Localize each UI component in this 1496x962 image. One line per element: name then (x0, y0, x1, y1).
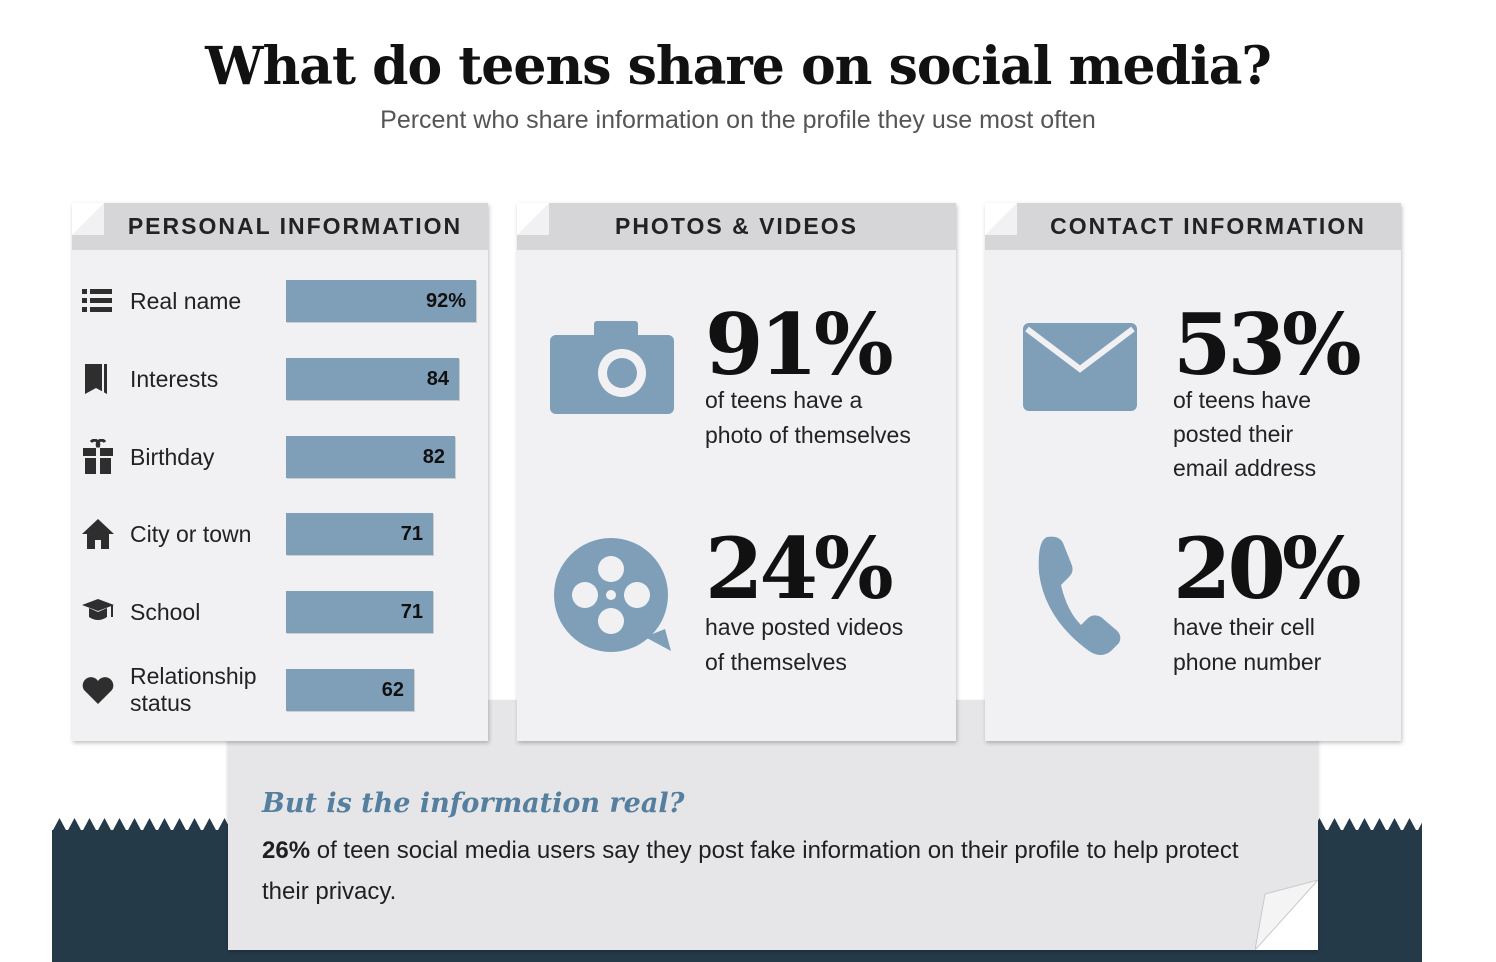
bar-row: Interests 84 (72, 349, 488, 409)
stat-value: 53% (1173, 295, 1362, 394)
personal-info-panel: PERSONAL INFORMATION Real name 92% Inter… (72, 203, 488, 741)
envelope-icon (1023, 323, 1137, 411)
book-icon (85, 364, 107, 394)
bar-label: Birthday (130, 443, 215, 470)
corner-fold (517, 203, 549, 235)
panel-heading-personal: PERSONAL INFORMATION (72, 203, 488, 250)
stat-value: 24% (705, 519, 894, 618)
bar-value-label: 71 (400, 601, 423, 623)
bar: 92% (286, 280, 476, 322)
stat-caption-line: phone number (1173, 649, 1322, 675)
note-highlight: 26% (262, 837, 311, 864)
bar-label: City or town (130, 520, 252, 547)
stat-caption-line: have posted videos (705, 614, 904, 640)
corner-fold (72, 203, 104, 235)
stat-caption-line: email address (1173, 455, 1317, 481)
corner-fold (985, 203, 1017, 235)
bar-value-label: 82 (422, 446, 445, 468)
gift-icon (83, 439, 113, 474)
page-curl (1255, 880, 1318, 950)
bar-value-label: 71 (400, 523, 423, 545)
stat-value: 20% (1173, 519, 1362, 618)
note-card (228, 700, 1318, 950)
stat-caption-line: posted their (1173, 421, 1294, 447)
bar: 82 (286, 436, 455, 478)
bar-row: City or town 71 (72, 504, 488, 564)
graduation-cap-icon (82, 599, 114, 620)
bar: 62 (286, 669, 414, 711)
bar-label: Relationship status (130, 663, 257, 716)
page-title: What do teens share on social media? (205, 36, 1272, 97)
stat-caption: of teens have a photo of themselves (705, 383, 911, 453)
heart-icon (82, 677, 114, 704)
stat-caption-line: of teens have (1173, 387, 1312, 413)
bar-row: Real name 92% (72, 271, 488, 331)
bar-label: Real name (130, 287, 242, 314)
contact-info-panel: CONTACT INFORMATION 53% of teens have po… (985, 203, 1401, 741)
stat-caption: have posted videos of themselves (705, 610, 903, 680)
bar-label: Interests (130, 365, 219, 392)
bar-row: Birthday 82 (72, 427, 488, 487)
stat-value: 91% (705, 295, 894, 394)
stat-caption: have their cell phone number (1173, 610, 1321, 680)
stat-caption-line: of themselves (705, 649, 847, 675)
bar-value-label: 62 (381, 679, 404, 701)
panel-heading-contact: CONTACT INFORMATION (985, 203, 1401, 250)
bar: 71 (286, 591, 433, 633)
house-icon (82, 519, 114, 549)
panel-heading-photos: PHOTOS & VIDEOS (517, 203, 956, 250)
photos-videos-panel: PHOTOS & VIDEOS 91% of teens have a phot… (517, 203, 956, 741)
stat-caption-line: have their cell (1173, 614, 1315, 640)
page-subtitle: Percent who share information on the pro… (380, 106, 1096, 134)
phone-icon (1038, 536, 1121, 655)
note-body: 26% of teen social media users say they … (262, 830, 1252, 912)
stat-caption: of teens have posted their email address (1173, 383, 1316, 485)
bar-label: School (130, 598, 201, 625)
note-text: of teen social media users say they post… (262, 837, 1239, 905)
stat-caption-line: photo of themselves (705, 422, 911, 448)
bar-row: School 71 (72, 582, 488, 642)
bar-value-label: 84 (426, 368, 449, 390)
list-icon (82, 289, 112, 312)
bar: 84 (286, 358, 459, 400)
bar-row: Relationship status 62 (72, 660, 488, 720)
camera-icon (550, 321, 674, 414)
note-title: But is the information real? (262, 788, 685, 819)
bar-value-label: 92% (425, 290, 466, 312)
bar: 71 (286, 513, 433, 555)
stat-caption-line: of teens have a (705, 387, 863, 413)
film-reel-icon (554, 538, 671, 652)
